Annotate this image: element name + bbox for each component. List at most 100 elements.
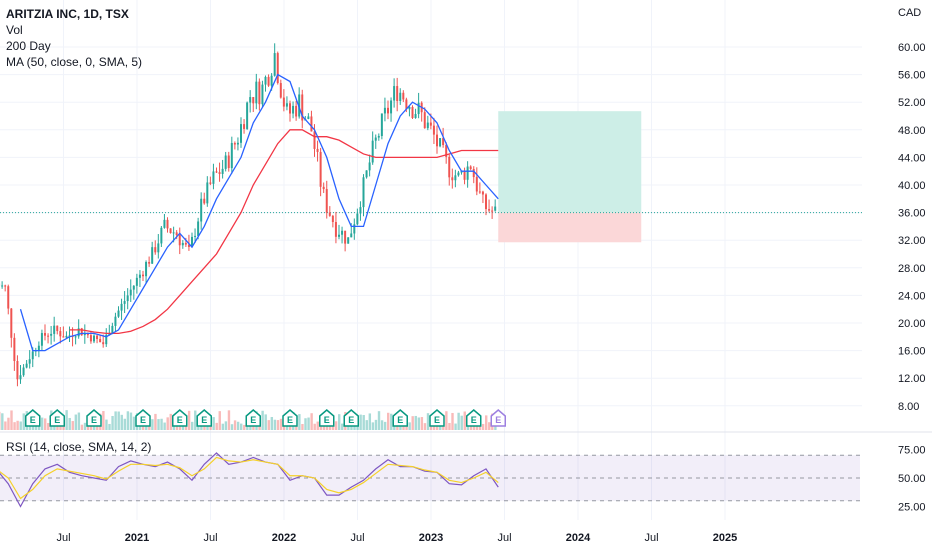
earnings-icon[interactable]: E <box>172 409 188 427</box>
earnings-icon-shape <box>245 409 261 427</box>
earnings-icon-shape <box>282 409 298 427</box>
candle-body <box>463 170 466 180</box>
candle-body <box>264 76 267 85</box>
candle-body <box>481 191 484 195</box>
earnings-icon-letter: E <box>30 415 36 425</box>
volume-bar <box>445 411 448 430</box>
candle-body <box>4 285 7 287</box>
time-tick-label: 2021 <box>125 532 149 544</box>
candle-body <box>285 103 288 107</box>
indicator-200-day[interactable]: 200 Day <box>6 39 51 53</box>
candle-body <box>194 235 197 237</box>
volume-bar <box>111 415 114 430</box>
volume-bar <box>236 421 240 430</box>
candle-body <box>344 230 347 244</box>
volume-bar <box>215 422 218 430</box>
volume-bar <box>194 410 197 430</box>
ma50-line <box>19 73 499 352</box>
candle-body <box>212 171 215 184</box>
candle-body <box>31 351 34 360</box>
volume-bar <box>129 412 133 430</box>
earnings-icon[interactable]: E <box>343 409 359 427</box>
volume-bar <box>233 420 237 430</box>
rsi-tick-label: 50.00 <box>898 473 926 485</box>
volume-bar <box>227 410 231 430</box>
volume-bar <box>442 424 445 430</box>
candle-body <box>423 112 426 129</box>
candle-body <box>187 244 190 247</box>
earnings-icon-shape <box>429 409 445 427</box>
candle-body <box>439 138 442 147</box>
volume-bar <box>313 423 316 430</box>
price-tick-label: 32.00 <box>898 235 926 247</box>
volume-bar <box>102 411 105 430</box>
volume-bar <box>338 414 341 430</box>
volume-bar <box>387 412 390 430</box>
volume-bar <box>148 424 151 430</box>
candle-body <box>203 198 206 204</box>
earnings-icon-letter: E <box>471 415 477 425</box>
earnings-icon-shape <box>196 409 212 427</box>
candle-body <box>83 332 86 336</box>
earnings-icon[interactable]: E <box>319 409 335 427</box>
volume-bar <box>224 421 228 430</box>
volume-bar <box>258 424 261 430</box>
earnings-upcoming-icon[interactable]: E <box>490 409 506 427</box>
candle-body <box>469 166 472 169</box>
candle-body <box>7 286 10 309</box>
candle-body <box>310 116 313 132</box>
candle-body <box>289 103 291 114</box>
price-tick-label: 40.00 <box>898 180 926 192</box>
earnings-icon[interactable]: E <box>49 409 65 427</box>
earnings-icon[interactable]: E <box>86 409 102 427</box>
earnings-icon[interactable]: E <box>429 409 445 427</box>
legend: ARITZIA INC, 1D, TSX Vol 200 Day MA (50,… <box>6 6 142 70</box>
candle-body <box>151 247 154 264</box>
volume-bar <box>423 423 427 430</box>
earnings-icon[interactable]: E <box>135 409 151 427</box>
candle-body <box>160 227 163 244</box>
volume-bar <box>365 420 368 430</box>
volume-bar <box>68 417 71 430</box>
volume-bar <box>221 423 225 430</box>
volume-bar <box>169 413 172 430</box>
volume-bar <box>230 424 234 430</box>
volume-bar <box>310 413 313 430</box>
earnings-icon[interactable]: E <box>25 409 41 427</box>
price-tick-label: 28.00 <box>898 263 926 275</box>
indicator-vol[interactable]: Vol <box>6 23 23 37</box>
volume-bar <box>304 418 307 430</box>
earnings-icon[interactable]: E <box>245 409 261 427</box>
earnings-icon[interactable]: E <box>466 409 482 427</box>
earnings-icon-letter: E <box>177 415 183 425</box>
indicator-ma50[interactable]: MA (50, close, 0, SMA, 5) <box>6 55 143 69</box>
candle-body <box>475 177 478 192</box>
candle-body <box>117 310 120 317</box>
earnings-icon-shape <box>343 409 359 427</box>
candle-body <box>426 122 429 129</box>
volume-bar <box>359 414 362 430</box>
earnings-icon-letter: E <box>348 415 354 425</box>
volume-bar <box>243 424 246 430</box>
rsi-label[interactable]: RSI (14, close, SMA, 14, 2) <box>6 440 152 454</box>
candle-body <box>236 142 239 145</box>
earnings-icon[interactable]: E <box>196 409 212 427</box>
candle-body <box>111 325 114 334</box>
candle-body <box>408 106 411 110</box>
volume-bar <box>301 423 304 430</box>
candle-body <box>163 219 166 228</box>
rsi-band <box>0 455 860 501</box>
candle-body <box>142 274 144 277</box>
volume-bar <box>316 421 319 430</box>
volume-bar <box>44 418 47 430</box>
candle-body <box>432 125 435 135</box>
earnings-icon[interactable]: E <box>392 409 408 427</box>
volume-bar <box>47 423 50 430</box>
time-tick-label: Jul <box>56 532 70 544</box>
earnings-icon[interactable]: E <box>282 409 298 427</box>
candle-body <box>451 177 454 181</box>
time-tick-label: Jul <box>497 532 511 544</box>
candle-body <box>50 333 53 336</box>
